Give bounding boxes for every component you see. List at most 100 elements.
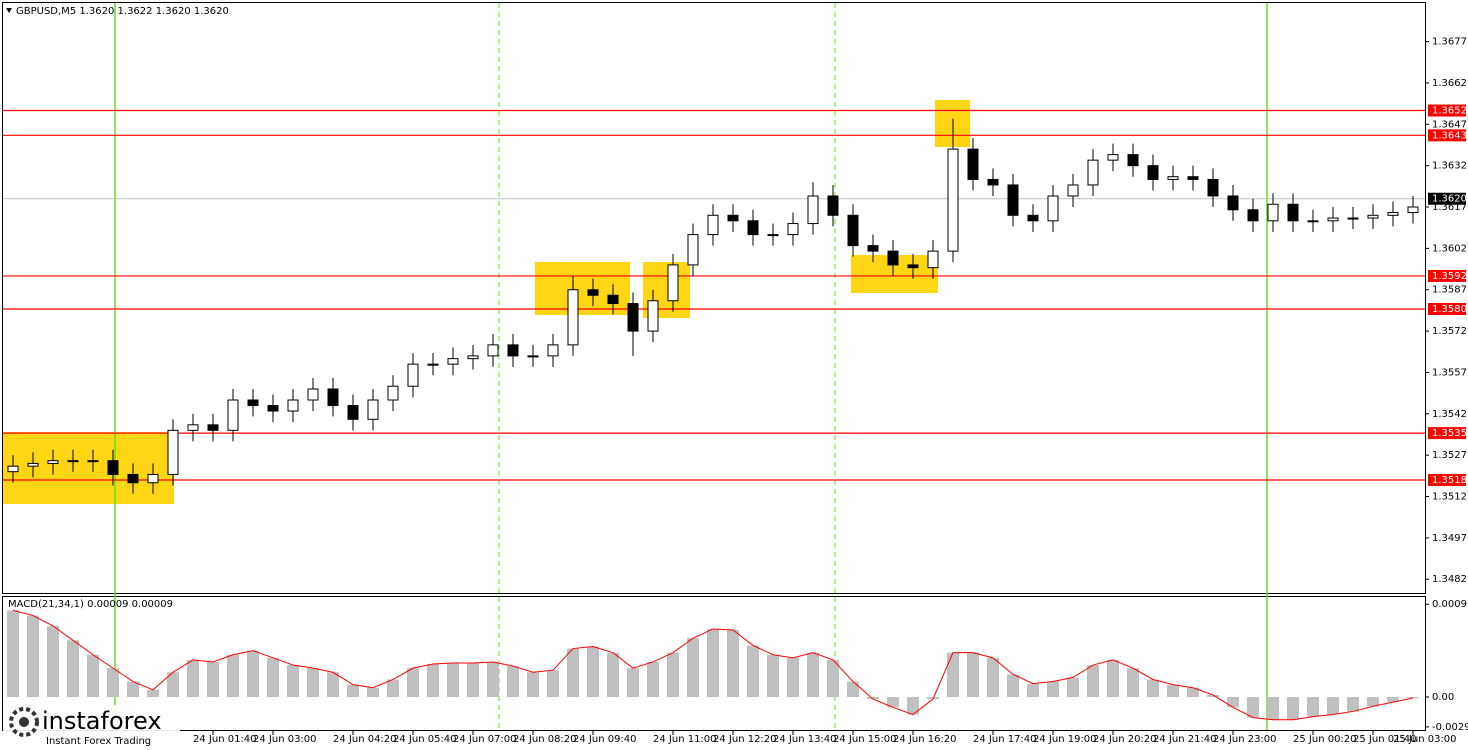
- candle-body: [527, 355, 539, 358]
- candle-body: [867, 245, 879, 252]
- level-label: 1.3518: [1432, 475, 1467, 486]
- macd-bar: [347, 684, 359, 698]
- candle-body: [727, 214, 739, 222]
- macd-bar: [1367, 697, 1379, 707]
- candle-body: [787, 223, 799, 236]
- x-tick-label: 24 Jun 17:40: [973, 734, 1037, 745]
- candle-body: [1187, 176, 1199, 180]
- candle-body: [1287, 203, 1299, 222]
- macd-bar: [1387, 697, 1399, 703]
- candle-body: [1347, 217, 1359, 220]
- macd-bar: [987, 657, 999, 698]
- candle-body: [1207, 178, 1219, 197]
- x-tick-label: 24 Jun 21:40: [1153, 734, 1217, 745]
- macd-bar: [7, 610, 19, 698]
- x-tick-label: 25 Jun 03:00: [1393, 734, 1457, 745]
- x-tick-label: 24 Jun 20:20: [1093, 734, 1157, 745]
- macd-bar: [467, 662, 479, 698]
- macd-bar: [307, 668, 319, 698]
- symbol-arrow: [6, 8, 12, 13]
- candle-body: [487, 344, 499, 357]
- macd-bar: [287, 665, 299, 698]
- macd-bar: [167, 672, 179, 698]
- macd-bar: [247, 650, 259, 698]
- x-tick-label: 24 Jun 15:00: [833, 734, 897, 745]
- candle-body: [307, 388, 319, 401]
- macd-bar: [747, 645, 759, 698]
- level-box: [1428, 269, 1466, 282]
- y-tick-label: 1.3557: [1432, 367, 1467, 378]
- candle-body: [967, 148, 979, 180]
- macd-bar: [1327, 697, 1339, 715]
- x-tick-label: 24 Jun 07:00: [453, 734, 517, 745]
- highlight-box: [535, 262, 630, 315]
- candle-body: [1267, 203, 1279, 222]
- x-tick-label: 24 Jun 23:00: [1213, 734, 1277, 745]
- chart-title: GBPUSD,M5 1.3620 1.3622 1.3620 1.3620: [16, 6, 229, 17]
- candle-body: [1067, 184, 1079, 197]
- highlight-box: [3, 432, 174, 504]
- x-tick-label: 24 Jun 19:00: [1033, 734, 1097, 745]
- candle-body: [247, 399, 259, 407]
- macd-bar: [327, 672, 339, 698]
- macd-bar: [1167, 684, 1179, 698]
- y-tick-label: 1.3497: [1432, 533, 1467, 544]
- level-box: [1428, 104, 1466, 117]
- candle-body: [167, 429, 179, 475]
- macd-bar: [627, 668, 639, 698]
- plot: 1.3677 1.3662 1.3647 1.3632 1.3617 1.3602 1.35…: [3, 37, 1468, 745]
- candle-body: [1307, 220, 1319, 223]
- level-box: [1428, 129, 1466, 142]
- macd-signal-line: [12, 609, 1414, 721]
- watermark: instaforex Instant Forex Trading: [3, 705, 180, 749]
- candle-body: [267, 405, 279, 412]
- candle-body: [147, 473, 159, 484]
- macd-bar: [1207, 694, 1219, 698]
- macd-bar: [1307, 697, 1319, 717]
- macd-bar: [527, 672, 539, 698]
- macd-bar: [407, 668, 419, 698]
- y-tick-label: 0.0009: [1432, 599, 1467, 610]
- macd-bar: [967, 652, 979, 698]
- y-tick-label: 1.3662: [1432, 78, 1467, 89]
- macd-bar: [127, 681, 139, 698]
- macd-bar: [707, 628, 719, 698]
- level-label: 1.3652: [1432, 106, 1467, 117]
- candle-body: [7, 465, 19, 473]
- candle-body: [507, 344, 519, 357]
- macd-bar: [107, 668, 119, 698]
- price-panel: [2, 2, 1426, 594]
- candle-body: [1047, 195, 1059, 222]
- candle-body: [687, 234, 699, 266]
- candle-body: [1227, 195, 1239, 211]
- macd-bar: [547, 670, 559, 698]
- candle-body: [407, 363, 419, 387]
- macd-bar: [1267, 697, 1279, 720]
- candle-body: [627, 303, 639, 332]
- x-tick-label: 24 Jun 05:40: [393, 734, 457, 745]
- level-label: 1.3643: [1432, 130, 1467, 141]
- macd-bar: [667, 652, 679, 698]
- x-tick-label: 24 Jun 13:40: [773, 734, 837, 745]
- candle-body: [667, 264, 679, 302]
- macd-bar: [1107, 659, 1119, 698]
- macd-bar: [1067, 677, 1079, 698]
- macd-bar: [827, 659, 839, 698]
- candle-body: [327, 388, 339, 407]
- y-tick-label: 1.3602: [1432, 243, 1467, 254]
- macd-bar: [27, 615, 39, 698]
- macd-bar: [447, 662, 459, 698]
- macd-bar: [87, 654, 99, 698]
- y-tick-label: 1.3572: [1432, 326, 1467, 337]
- candle-body: [1107, 154, 1119, 161]
- macd-bar: [1027, 683, 1039, 698]
- candle-body: [747, 220, 759, 236]
- candle-body: [1247, 209, 1259, 222]
- candle-body: [227, 399, 239, 431]
- macd-bar: [1227, 697, 1239, 708]
- macd-bar: [487, 661, 499, 698]
- macd-bar: [147, 689, 159, 698]
- candle-body: [87, 460, 99, 463]
- macd-bar: [427, 664, 439, 698]
